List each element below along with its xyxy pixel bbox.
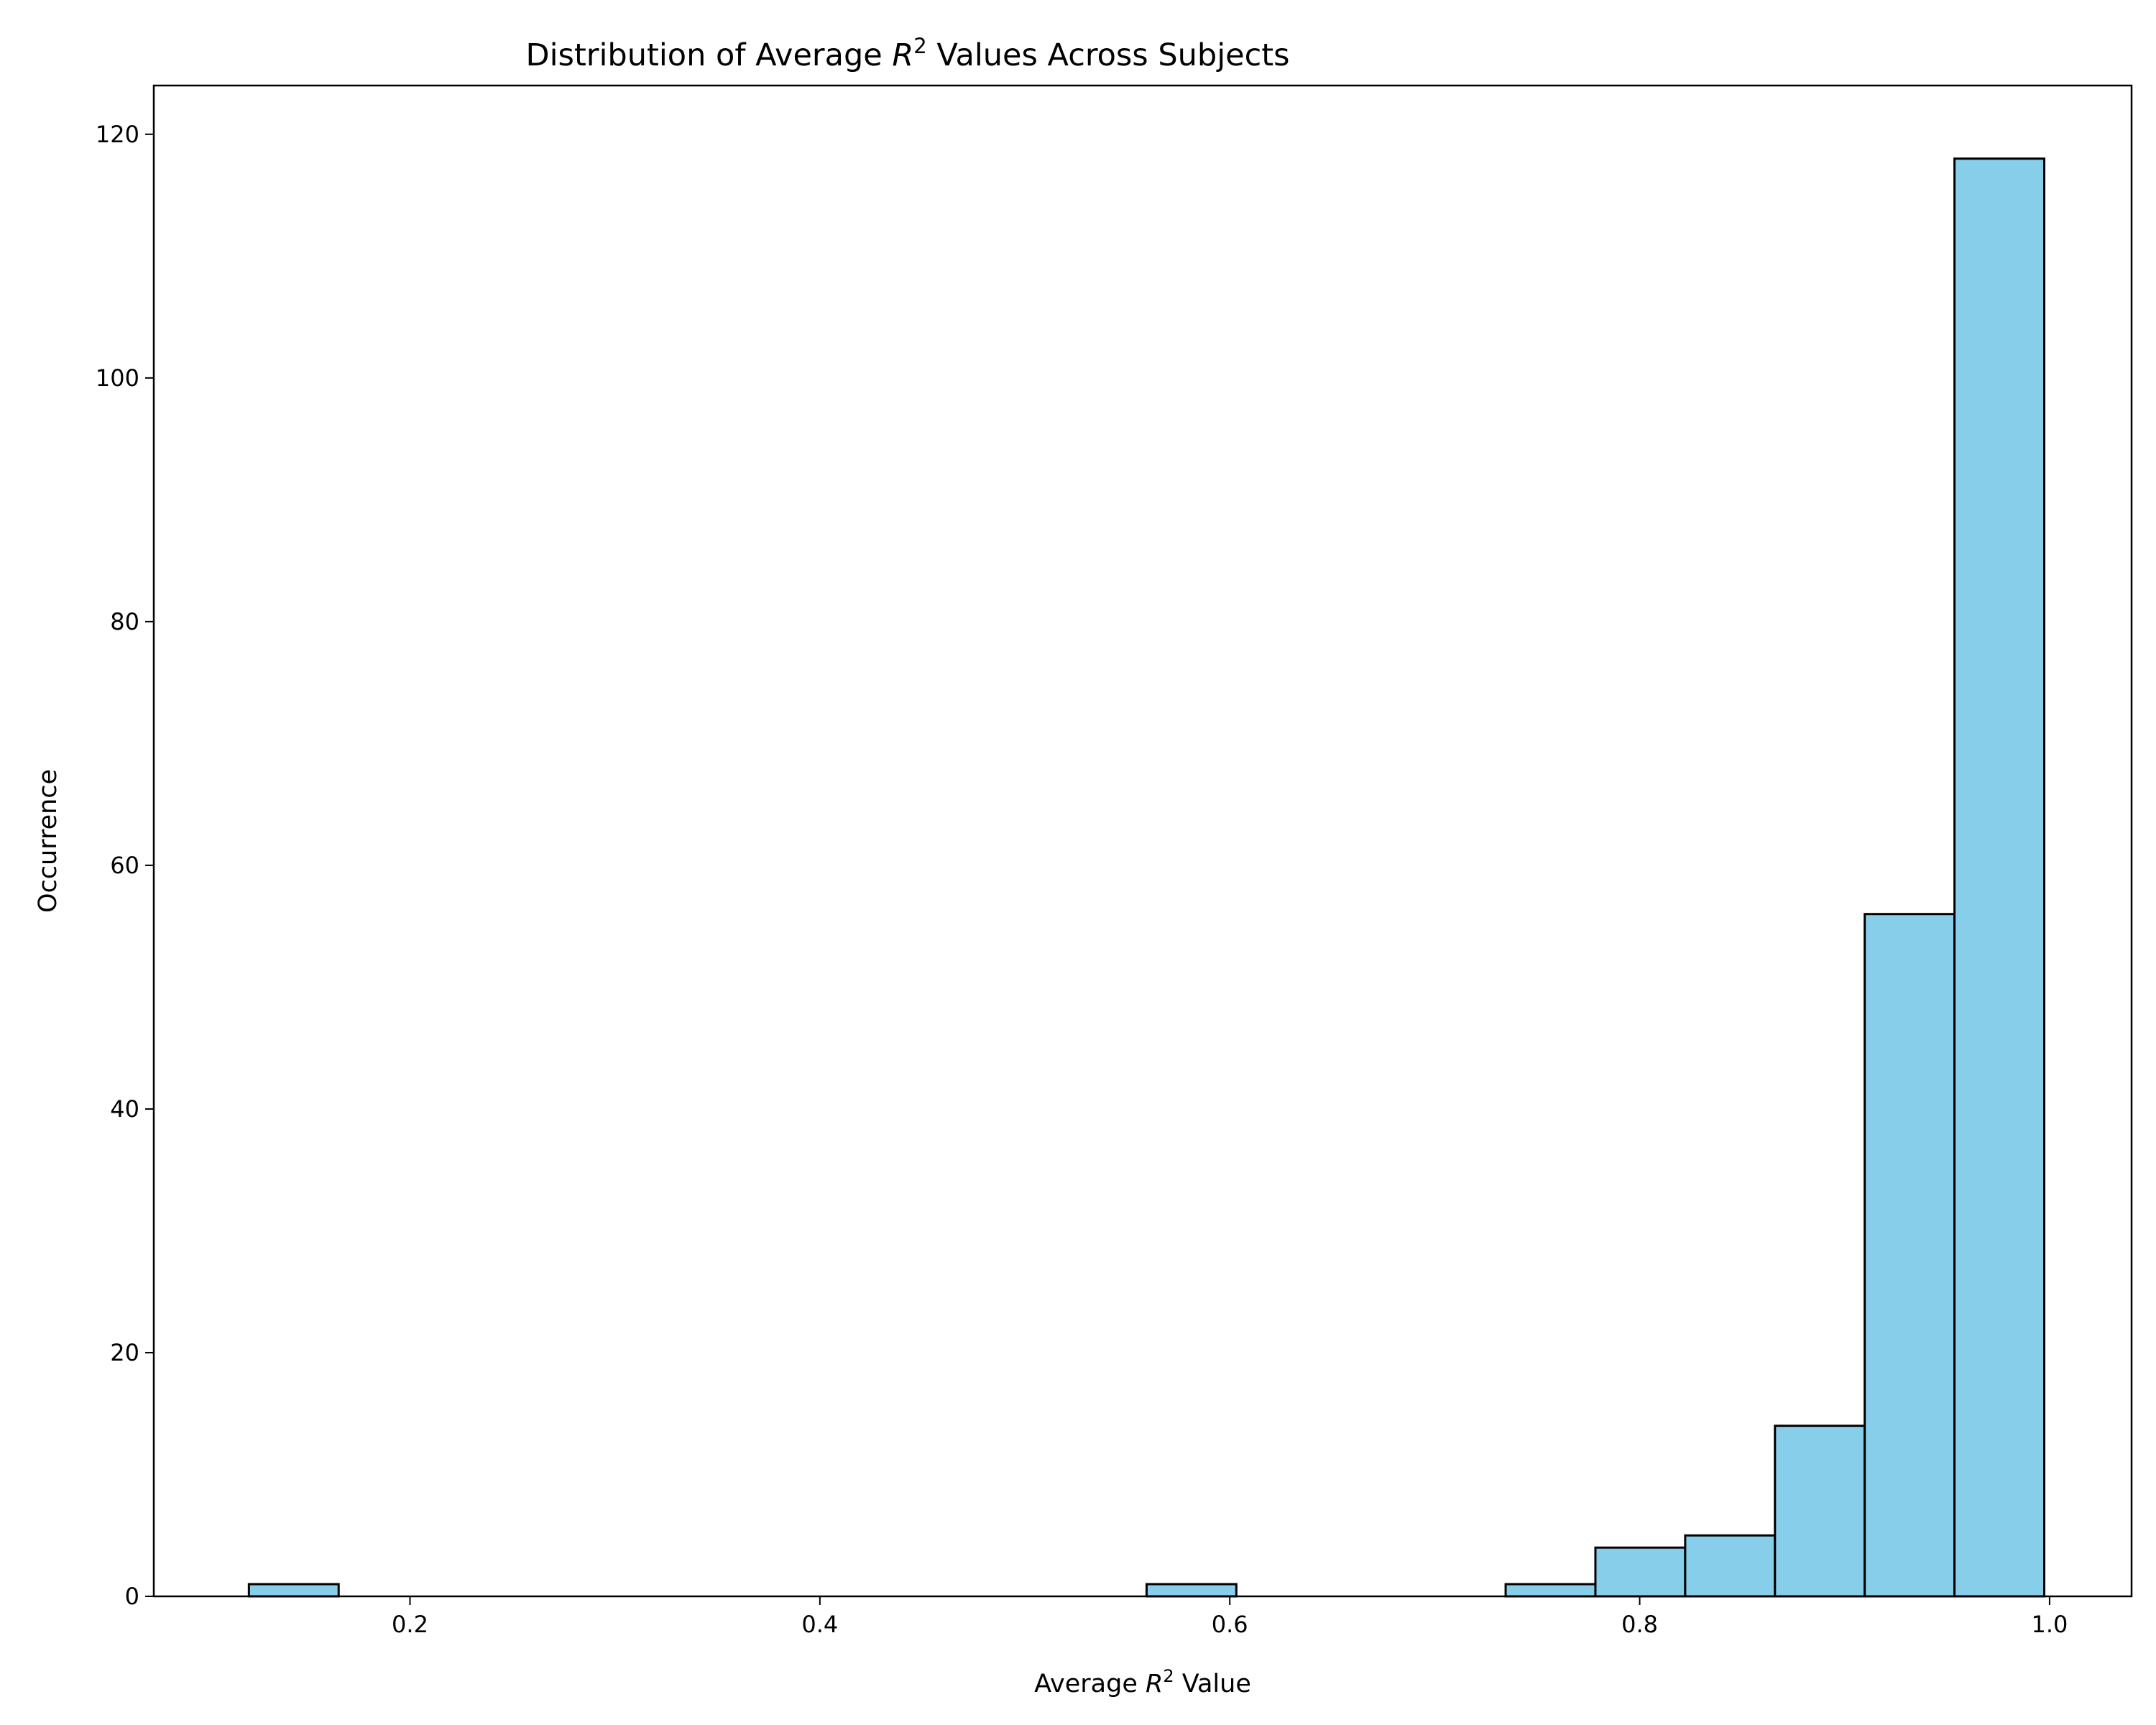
y-axis-ticks: 0 20 40 60 80 100 120 — [96, 121, 154, 1610]
histogram-bar — [1504, 1583, 1597, 1598]
x-tick-label: 0.4 — [801, 1611, 838, 1638]
x-axis-label-prefix: Average — [1034, 1670, 1146, 1698]
chart-title-suffix: Values Across Subjects — [927, 37, 1290, 73]
chart-title-exponent: 2 — [913, 34, 926, 58]
axes-border — [152, 84, 2133, 1598]
histogram-bar — [247, 1583, 340, 1598]
y-tick-label: 40 — [110, 1095, 139, 1123]
x-axis-ticks: 0.2 0.4 0.6 0.8 1.0 — [392, 1596, 2068, 1638]
histogram-bar — [1774, 1425, 1866, 1598]
chart-title-symbol: R — [892, 37, 913, 73]
histogram-bar — [1864, 913, 1956, 1598]
y-axis-label: Occurrence — [34, 769, 63, 913]
y-tick-label: 100 — [96, 364, 139, 392]
y-tick-label: 120 — [96, 121, 139, 148]
chart-title-prefix: Distribution of Average — [525, 37, 892, 73]
y-tick-label: 60 — [110, 852, 139, 879]
x-axis-label-suffix: Value — [1174, 1670, 1251, 1698]
x-tick-label: 1.0 — [2031, 1611, 2068, 1638]
chart-title: Distribution of Average R2 Values Across… — [525, 34, 1289, 73]
y-tick-label: 80 — [110, 608, 139, 635]
x-axis-label: Average R2 Value — [1034, 1666, 1251, 1698]
histogram-bars — [247, 157, 2046, 1598]
x-axis-label-exponent: 2 — [1163, 1666, 1174, 1686]
histogram-bar — [1145, 1583, 1238, 1598]
y-tick-label: 0 — [125, 1583, 139, 1610]
histogram-bar — [1594, 1546, 1687, 1598]
plot-frame — [152, 84, 2133, 1598]
x-axis-label-symbol: R — [1146, 1670, 1163, 1698]
y-tick-label: 20 — [110, 1339, 139, 1366]
x-tick-label: 0.6 — [1212, 1611, 1248, 1638]
x-tick-label: 0.2 — [392, 1611, 428, 1638]
histogram-bar — [1684, 1534, 1777, 1598]
x-tick-label: 0.8 — [1621, 1611, 1658, 1638]
histogram-bar — [1953, 157, 2046, 1598]
